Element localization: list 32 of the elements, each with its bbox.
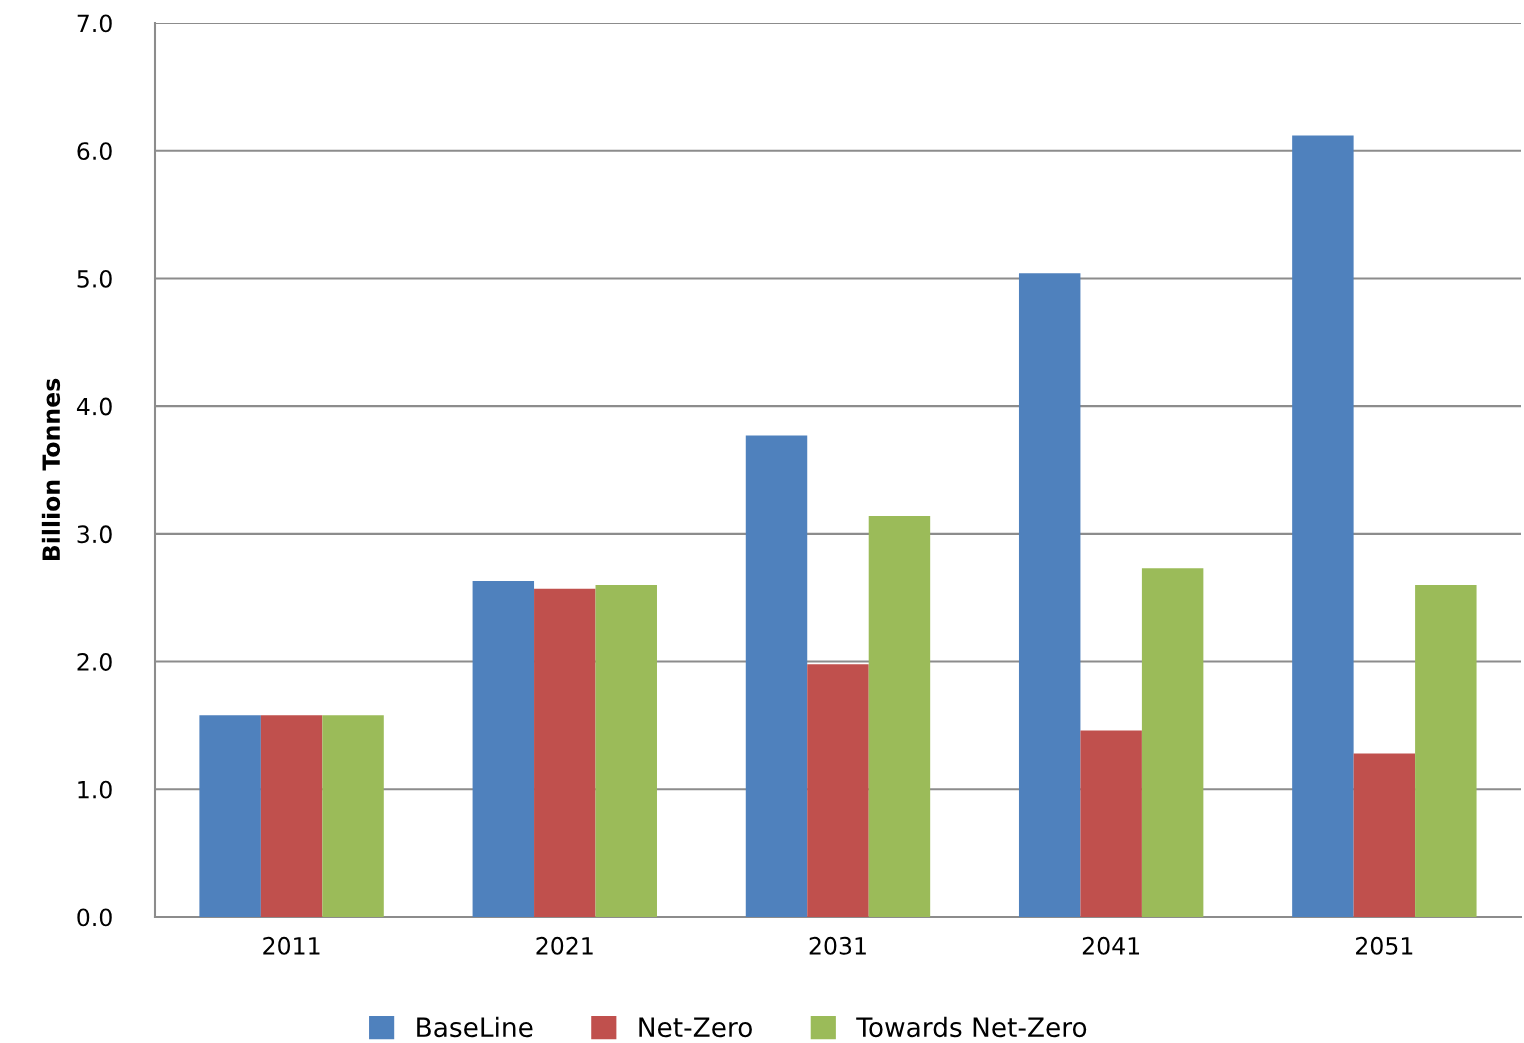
y-tick-label: 4.0	[76, 397, 112, 416]
x-tick-label: 2051	[1356, 936, 1413, 955]
bar	[1292, 135, 1354, 917]
legend-label: BaseLine	[417, 1016, 533, 1038]
bar	[1353, 753, 1416, 917]
legend-label: Towards Net-Zero	[856, 1016, 1087, 1038]
bar	[745, 435, 808, 917]
bar	[534, 588, 596, 917]
bar	[807, 664, 869, 917]
bar	[1141, 568, 1204, 917]
y-tick-label: 1.0	[78, 780, 112, 799]
x-tick-label: 2021	[536, 936, 593, 955]
y-tick-label: 7.0	[77, 14, 112, 33]
bar	[322, 715, 384, 917]
bar	[260, 715, 323, 917]
y-tick-label: 2.0	[77, 653, 112, 671]
bar	[1415, 584, 1477, 917]
x-tick-label: 2041	[1082, 936, 1140, 955]
bar	[1018, 273, 1081, 917]
bar	[472, 581, 535, 917]
y-axis-title: Billion Tonnes	[41, 378, 61, 561]
y-tick-label: 6.0	[77, 142, 112, 161]
x-tick-label: 2011	[263, 936, 320, 955]
legend-label: Net-Zero	[639, 1017, 752, 1038]
x-tick-label: 2031	[809, 936, 866, 955]
bar	[868, 515, 931, 917]
y-tick-label: 3.0	[77, 525, 112, 544]
bar	[1080, 730, 1142, 917]
y-tick-label: 0.0	[77, 908, 112, 927]
bar	[199, 715, 261, 917]
y-tick-label: 5.0	[77, 269, 112, 288]
bar	[595, 584, 657, 917]
